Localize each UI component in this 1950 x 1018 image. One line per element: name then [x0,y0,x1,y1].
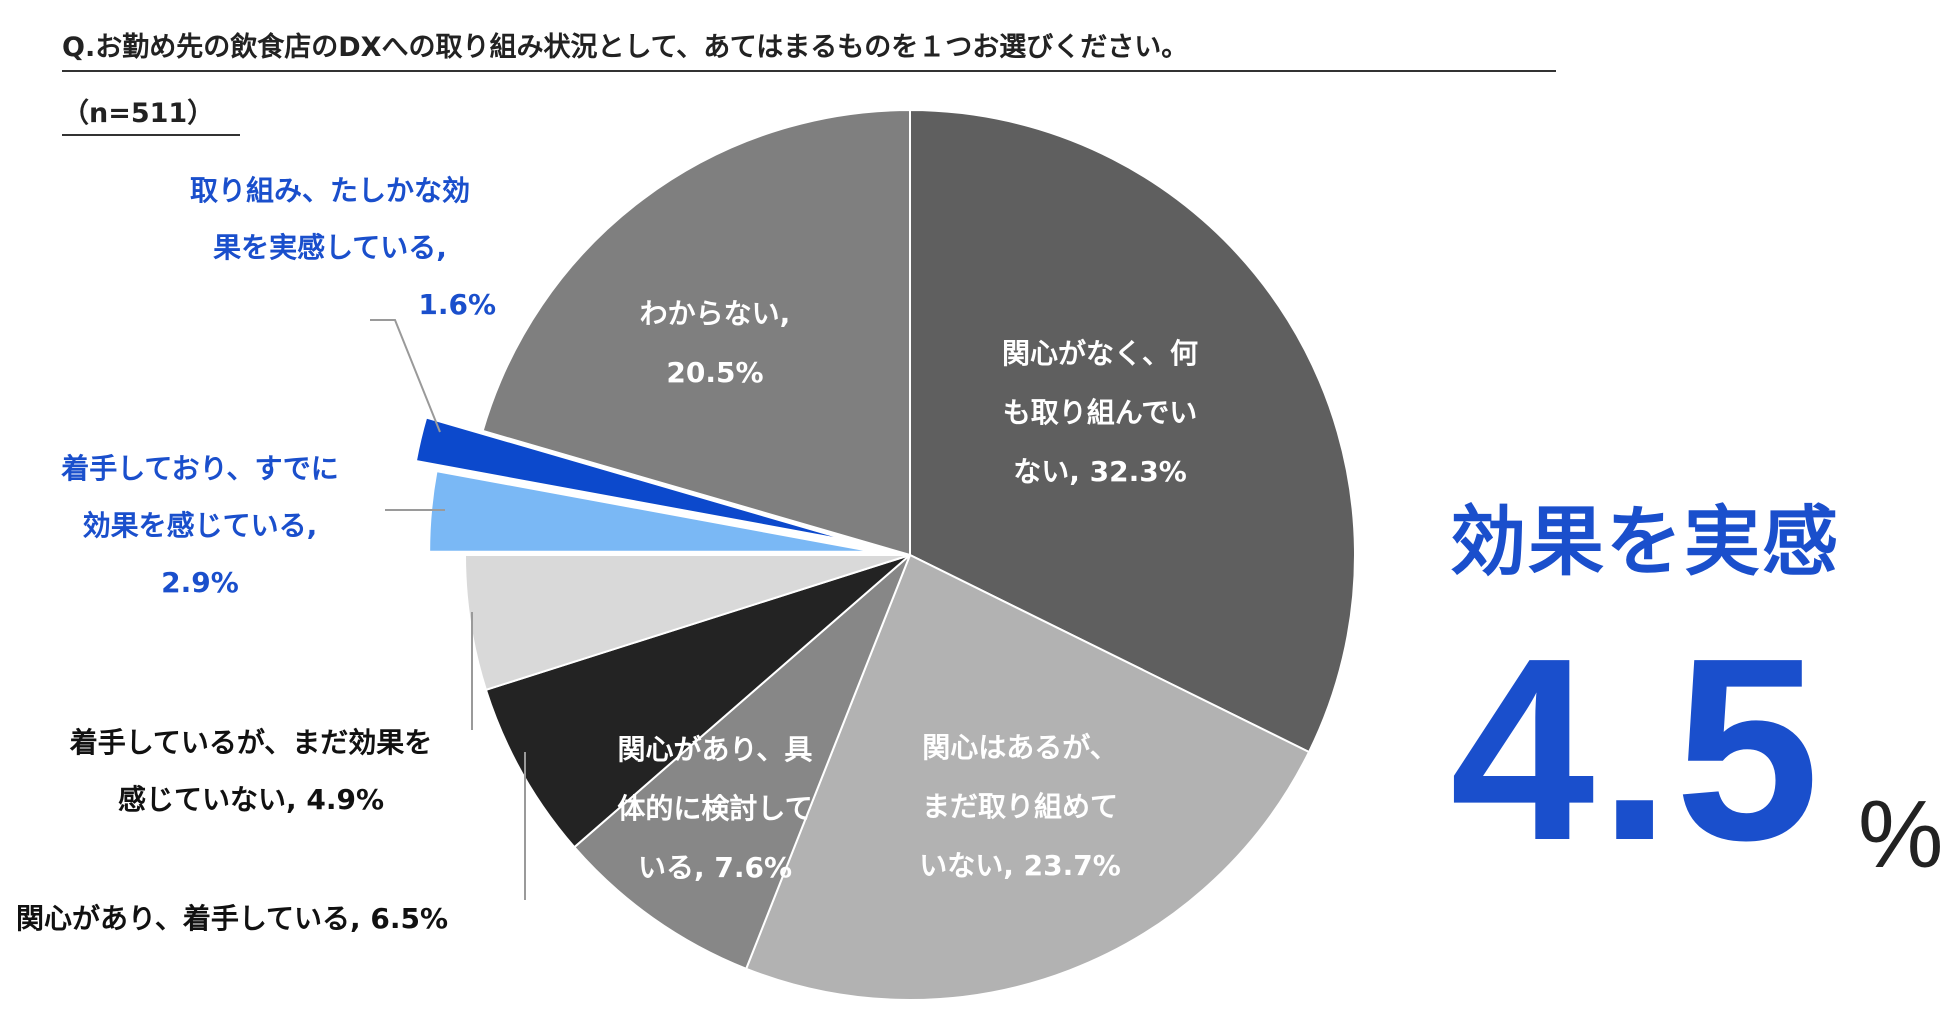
label-considering-line-2: 体的に検討して [617,792,813,825]
slice-interest-not-started [744,553,1311,1001]
question-text: Q.お勤め先の飲食店のDXへの取り組み状況として、あてはまるものを１つお選びくだ… [62,32,1189,63]
label-interest-not-started-line-1: 関心はあるが、 [922,731,1118,764]
leader-clear-effect [370,319,441,433]
label-no-interest-line-1: 関心がなく、何 [1001,337,1198,370]
label-clear-effect-line-3: 1.6% [418,288,496,321]
label-no-interest-line-2: も取り組んでい [1002,396,1198,429]
label-no-interest-line-3: ない, 32.3% [1013,455,1187,488]
slice-clear-effect [414,416,854,543]
sample-size: （n=511） [62,98,215,129]
callout-unit: % [1858,781,1944,888]
label-clear-effect: 取り組み、たしかな効 果を実感している, 1.6% [140,162,520,333]
label-considering-line-3: いる, 7.6% [637,851,793,884]
label-considering: 関心があり、具 体的に検討して いる, 7.6% [605,720,825,897]
label-started-no-effect-line-1: 着手しているが、まだ効果を [69,726,433,759]
label-unknown: わからない, 20.5% [600,284,830,402]
slice-considering [572,554,911,971]
slice-no-interest [909,108,1356,754]
sample-underline [62,134,240,136]
callout-title: 効果を実感 [1450,497,1840,586]
label-already-effect: 着手しており、すでに 効果を感じている, 2.9% [20,440,380,611]
slice-started [484,554,911,849]
label-interest-not-started-line-3: いない, 23.7% [919,849,1121,882]
label-unknown-line-2: 20.5% [666,356,764,389]
question-underline [62,70,1556,72]
label-clear-effect-line-1: 取り組み、たしかな効 [189,174,470,207]
callout-number: 4.5 [1450,605,1824,895]
label-started-no-effect-line-2: 感じていない, 4.9% [117,783,385,816]
slice-unknown [481,108,911,557]
label-already-effect-line-1: 着手しており、すでに [61,452,339,485]
label-unknown-line-1: わからない, [639,297,791,330]
label-started: 関心があり、着手している, 6.5% [16,890,546,947]
slice-started-no-effect [463,554,911,692]
label-interest-not-started: 関心はあるが、 まだ取り組めて いない, 23.7% [900,718,1140,895]
label-already-effect-line-3: 2.9% [161,566,239,599]
label-already-effect-line-2: 効果を感じている, [82,509,318,542]
label-clear-effect-line-2: 果を実感している, [213,231,447,264]
label-started-line-1: 関心があり、着手している, 6.5% [16,902,449,935]
label-considering-line-1: 関心があり、具 [617,733,813,766]
slice-already-effect [428,469,875,553]
label-started-no-effect: 着手しているが、まだ効果を 感じていない, 4.9% [16,714,486,828]
label-interest-not-started-line-2: まだ取り組めて [921,790,1118,823]
label-no-interest: 関心がなく、何 も取り組んでい ない, 32.3% [1000,324,1200,501]
